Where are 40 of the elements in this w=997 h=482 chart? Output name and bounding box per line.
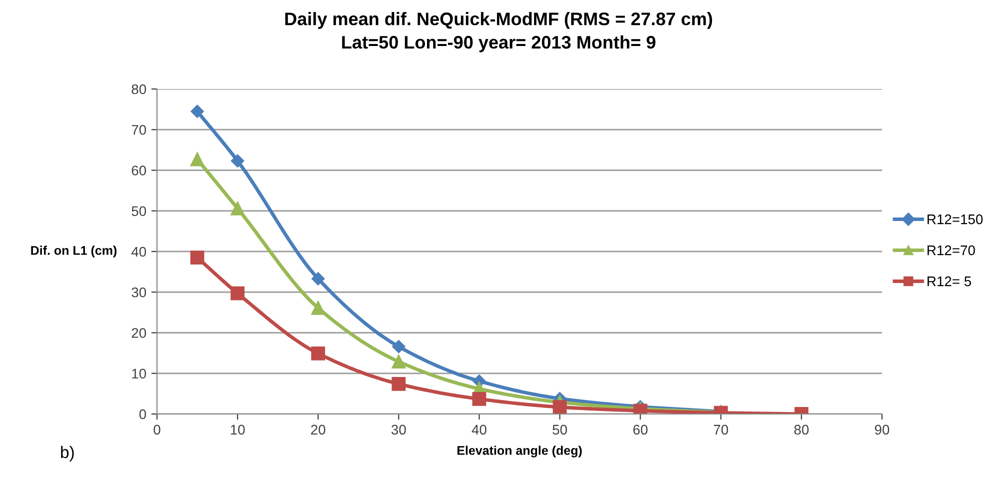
point bbox=[472, 392, 486, 406]
x-tick-label: 30 bbox=[391, 424, 406, 435]
y-axis-title: Dif. on L1 (cm) bbox=[31, 246, 117, 258]
point bbox=[392, 354, 406, 369]
point bbox=[230, 201, 244, 216]
point bbox=[311, 346, 326, 360]
legend-label: R12=70 bbox=[928, 245, 975, 256]
point bbox=[311, 301, 326, 315]
y-tick-label: 80 bbox=[132, 84, 146, 94]
x-tick-label: 40 bbox=[472, 424, 486, 435]
text: b) bbox=[61, 446, 74, 462]
point bbox=[190, 104, 204, 118]
x-tick-label: 70 bbox=[714, 424, 728, 435]
x-tick-label: 20 bbox=[311, 424, 326, 435]
y-tick-label: 20 bbox=[132, 328, 146, 338]
y-tick-label: 0 bbox=[139, 409, 146, 420]
point bbox=[230, 154, 244, 168]
point bbox=[190, 250, 204, 265]
x-tick-label: 60 bbox=[633, 424, 648, 435]
x-tick-label: 0 bbox=[154, 424, 160, 435]
point bbox=[230, 286, 244, 300]
point bbox=[552, 400, 567, 414]
y-tick-label: 60 bbox=[132, 166, 146, 176]
x-tick-label: 90 bbox=[874, 424, 890, 435]
y-tick-label: 10 bbox=[132, 368, 146, 379]
point bbox=[392, 340, 406, 354]
legend-label: R12= 5 bbox=[928, 276, 972, 286]
x-tick-label: 80 bbox=[794, 424, 809, 435]
point bbox=[190, 152, 204, 166]
y-tick-label: 40 bbox=[131, 246, 146, 257]
x-tick-label: 10 bbox=[230, 424, 245, 435]
y-tick-label: 70 bbox=[132, 124, 146, 135]
x-tick-label: 50 bbox=[552, 424, 567, 435]
point bbox=[392, 376, 406, 391]
x-axis-title: Elevation angle (deg) bbox=[457, 446, 582, 458]
y-tick-label: 30 bbox=[132, 287, 146, 298]
legend-label: R12=150 bbox=[928, 214, 983, 224]
chart-title: Daily mean dif. NeQuick-ModMF (RMS = 27.87 cm) Lat=50 Lon=-90 year= 2013 Month= 9 bbox=[285, 12, 712, 52]
point bbox=[312, 272, 325, 286]
y-tick-label: 50 bbox=[132, 206, 146, 216]
